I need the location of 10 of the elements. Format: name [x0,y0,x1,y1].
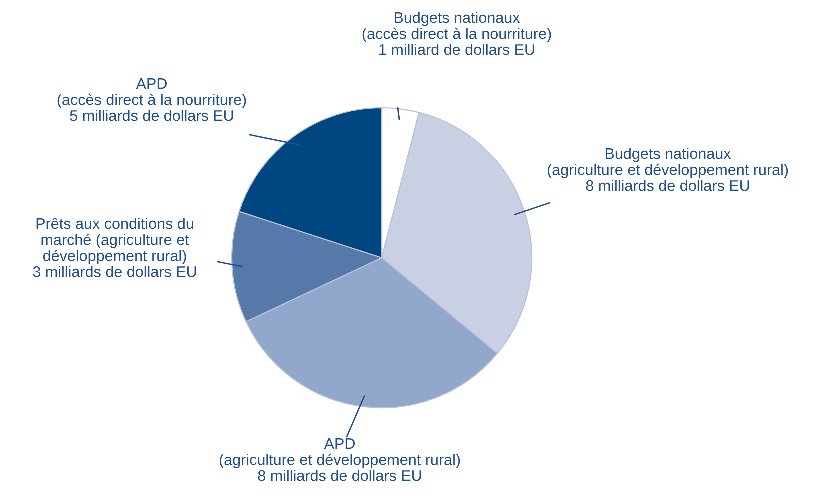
slice-label: Budgets nationaux (agriculture et développement rural) [548,148,788,178]
slice-label: APD (agriculture et développement rural) [220,438,460,468]
slice-label: Prêts aux conditions du marché (agriculture et développement rural) [36,218,194,264]
data-label: 3 milliards de dollars EU [33,266,196,278]
slice-label: Budgets nationaux (accès direct à la nourriture) [362,12,552,42]
data-label: 5 milliards de dollars EU [70,110,234,122]
data-label: 8 milliards de dollars EU [258,470,422,482]
data-label: 8 milliards de dollars EU [586,180,750,192]
slice-label: APD (accès direct à la nourriture) [58,78,246,108]
data-label: 1 milliard de dollars EU [380,44,534,56]
